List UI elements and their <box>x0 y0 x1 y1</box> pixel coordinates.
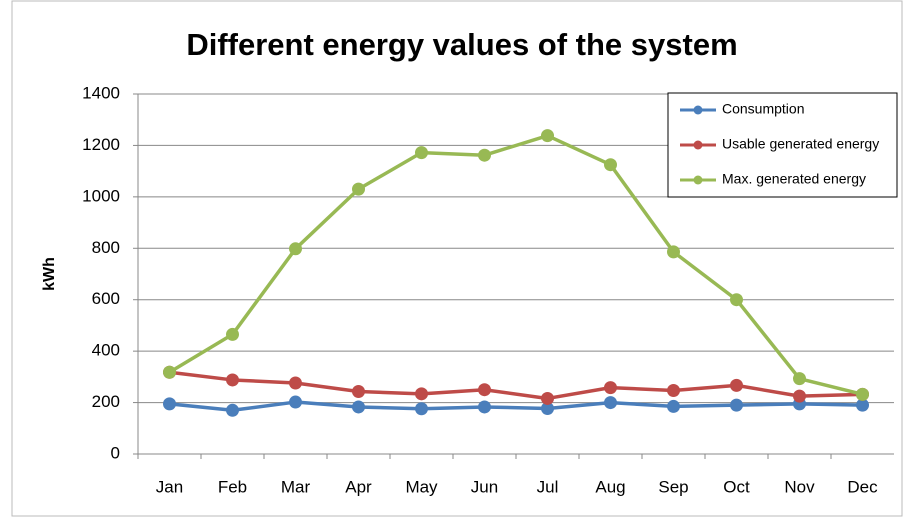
data-point <box>667 245 680 259</box>
data-point <box>856 398 869 412</box>
x-tick-label: Jul <box>537 477 559 496</box>
data-point <box>667 399 680 413</box>
data-point <box>541 401 554 415</box>
data-point <box>415 387 428 401</box>
series-line <box>169 370 863 401</box>
data-point <box>415 146 428 160</box>
y-tick-label: 1400 <box>82 83 120 102</box>
series-line <box>168 133 863 397</box>
data-point <box>478 148 491 162</box>
legend-marker <box>693 105 703 115</box>
legend-label: Max. generated energy <box>722 171 866 187</box>
x-tick-label: Apr <box>345 477 372 496</box>
data-point <box>478 400 491 414</box>
legend-label: Usable generated energy <box>722 136 879 152</box>
data-point <box>289 395 302 409</box>
data-point <box>541 391 554 405</box>
series-line <box>169 400 863 413</box>
x-tick-label: Sep <box>658 477 688 496</box>
data-point <box>667 383 680 397</box>
data-point <box>541 129 554 143</box>
x-tick-label: Jan <box>156 477 183 496</box>
data-point <box>163 365 176 379</box>
data-point <box>352 400 365 414</box>
data-point <box>226 403 239 417</box>
x-tick-label: Jun <box>471 477 498 496</box>
x-tick-label: Feb <box>218 477 247 496</box>
data-point <box>163 397 176 411</box>
data-point <box>604 396 617 410</box>
data-point <box>793 389 806 403</box>
y-tick-label: 200 <box>92 392 120 411</box>
chart-title: Different energy values of the system <box>186 27 737 62</box>
x-tick-label: Oct <box>723 477 750 496</box>
data-point <box>226 327 239 341</box>
data-point <box>730 398 743 412</box>
data-point <box>352 385 365 399</box>
data-point <box>415 402 428 416</box>
legend-label: Consumption <box>722 101 805 117</box>
data-point <box>604 381 617 395</box>
data-point <box>478 383 491 397</box>
x-tick-label: Nov <box>784 477 815 496</box>
y-axis-label: kWh <box>41 257 58 291</box>
x-tick-label: Aug <box>595 477 625 496</box>
y-tick-label: 600 <box>92 289 120 308</box>
x-tick-label: May <box>405 477 438 496</box>
data-point <box>730 293 743 307</box>
legend-marker <box>693 175 703 185</box>
data-point <box>289 376 302 390</box>
x-tick-label: Dec <box>847 477 878 496</box>
data-point <box>352 182 365 196</box>
y-tick-label: 800 <box>92 238 120 257</box>
chart-frame <box>11 0 903 517</box>
y-tick-label: 1200 <box>82 135 120 154</box>
y-tick-label: 400 <box>92 341 120 360</box>
data-point <box>730 378 743 392</box>
x-tick-label: Mar <box>281 477 311 496</box>
y-tick-label: 1000 <box>82 186 120 205</box>
data-point <box>289 242 302 256</box>
data-point <box>604 158 617 172</box>
y-tick-label: 0 <box>111 443 120 462</box>
data-point <box>856 387 869 401</box>
data-point <box>793 372 806 386</box>
legend-marker <box>693 140 703 150</box>
data-point <box>226 373 239 387</box>
